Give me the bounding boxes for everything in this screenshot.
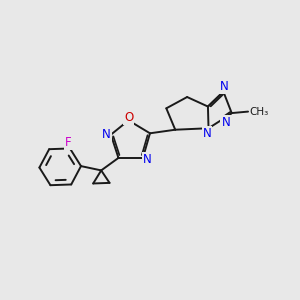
- Text: N: N: [203, 127, 212, 140]
- Text: N: N: [102, 128, 111, 141]
- Text: CH₃: CH₃: [250, 106, 269, 117]
- Text: F: F: [65, 136, 72, 149]
- Text: N: N: [220, 80, 229, 93]
- Text: N: N: [143, 153, 152, 166]
- Text: N: N: [221, 116, 230, 129]
- Text: O: O: [124, 111, 133, 124]
